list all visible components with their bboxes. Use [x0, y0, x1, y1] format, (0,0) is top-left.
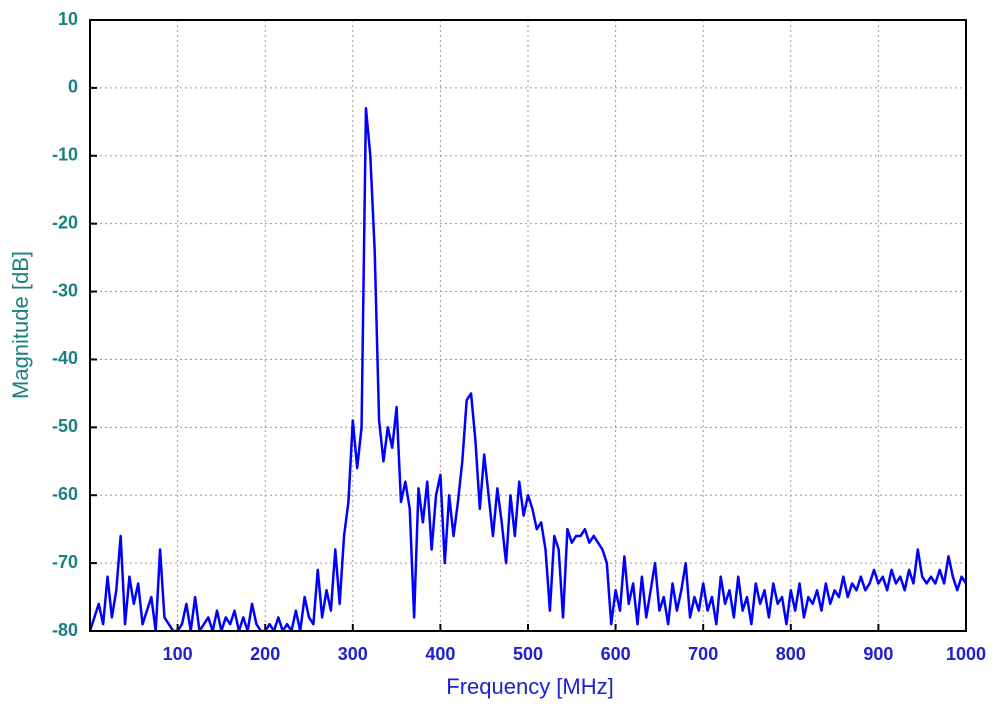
- y-tick-label: -80: [52, 620, 78, 640]
- x-tick-label: 1000: [946, 644, 986, 664]
- x-tick-label: 400: [425, 644, 455, 664]
- x-tick-label: 300: [338, 644, 368, 664]
- y-tick-label: -10: [52, 145, 78, 165]
- y-tick-label: -60: [52, 484, 78, 504]
- spectrum-line: [90, 107, 966, 632]
- x-tick-label: 600: [601, 644, 631, 664]
- x-tick-label: 800: [776, 644, 806, 664]
- x-tick-label: 700: [688, 644, 718, 664]
- x-axis-title: Frequency [MHz]: [446, 674, 614, 699]
- y-tick-label: -30: [52, 280, 78, 300]
- x-tick-label: 100: [163, 644, 193, 664]
- y-tick-label: -40: [52, 348, 78, 368]
- plot-frame: [89, 19, 967, 632]
- y-tick-label: -70: [52, 552, 78, 572]
- x-tick-label: 900: [863, 644, 893, 664]
- x-tick-label: 200: [250, 644, 280, 664]
- y-tick-label: -20: [52, 212, 78, 232]
- y-tick-label: -50: [52, 416, 78, 436]
- y-tick-label: 10: [58, 9, 78, 29]
- x-tick-label: 500: [513, 644, 543, 664]
- y-axis-title: Magnitude [dB]: [8, 251, 33, 399]
- y-tick-label: 0: [68, 77, 78, 97]
